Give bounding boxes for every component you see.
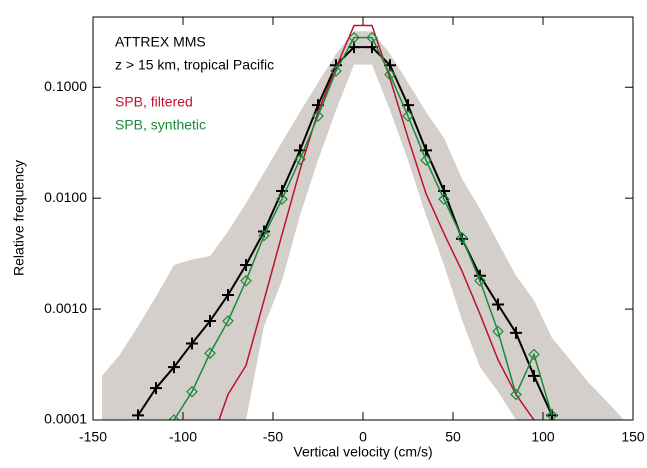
- x-tick-label: 150: [621, 429, 645, 445]
- x-tick-label: 0: [359, 429, 367, 445]
- marker: [150, 382, 162, 395]
- marker: [330, 65, 342, 77]
- y-tick-label: 0.0100: [44, 189, 87, 205]
- x-tick-label: -150: [79, 429, 107, 445]
- legend-label: ATTREX MMS: [115, 34, 206, 50]
- marker: [366, 31, 378, 44]
- marker: [294, 153, 306, 166]
- y-tick-label: 0.0001: [44, 411, 87, 427]
- plot-area: [102, 24, 624, 420]
- marker: [492, 325, 504, 338]
- range-band: [102, 31, 624, 420]
- marker: [204, 315, 216, 328]
- marker: [186, 337, 198, 350]
- marker: [222, 315, 234, 327]
- marker: [168, 361, 180, 374]
- marker: [510, 388, 522, 401]
- marker: [132, 409, 144, 420]
- marker: [186, 385, 198, 398]
- x-tick-label: -100: [169, 429, 197, 445]
- marker: [240, 274, 252, 287]
- y-tick-label: 0.0010: [44, 300, 87, 316]
- marker: [258, 229, 270, 242]
- marker: [222, 288, 234, 301]
- marker: [204, 347, 216, 360]
- marker: [240, 258, 252, 271]
- marker: [312, 110, 324, 122]
- marker: [510, 326, 522, 339]
- marker: [384, 68, 396, 81]
- series-line: [218, 24, 535, 420]
- marker: [474, 274, 486, 287]
- marker: [168, 414, 180, 420]
- y-axis-label: Relative frequency: [11, 160, 27, 276]
- x-tick-label: 100: [531, 429, 555, 445]
- series-line: [137, 46, 553, 416]
- series-line: [173, 36, 553, 420]
- marker: [402, 110, 414, 122]
- annotation: z > 15 km, tropical Pacific: [115, 57, 274, 73]
- marker: [528, 369, 540, 382]
- marker: [276, 193, 288, 205]
- legend-label: SPB, synthetic: [115, 117, 206, 133]
- marker: [456, 231, 468, 244]
- x-tick-label: -50: [263, 429, 283, 445]
- x-tick-label: 50: [445, 429, 461, 445]
- y-tick-label: 0.1000: [44, 78, 87, 94]
- legend-label: SPB, filtered: [115, 94, 193, 110]
- marker: [438, 193, 450, 205]
- marker: [420, 154, 432, 167]
- x-axis-label: Vertical velocity (cm/s): [293, 444, 432, 460]
- marker: [528, 348, 540, 361]
- marker: [348, 31, 360, 44]
- marker: [492, 298, 504, 311]
- marker: [546, 409, 558, 420]
